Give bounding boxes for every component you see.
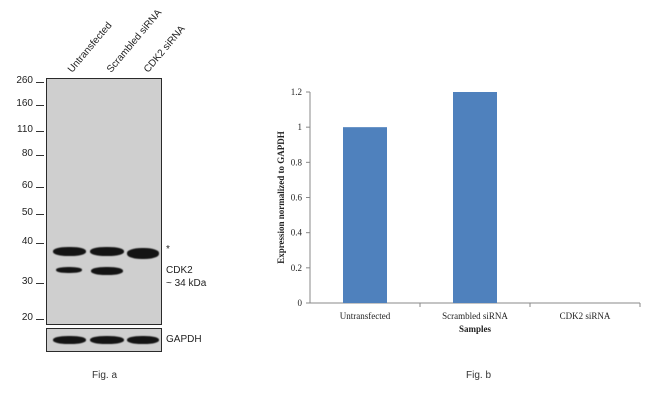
mw-tick <box>36 214 44 215</box>
mw-tick <box>36 105 44 106</box>
mw-tick <box>36 283 44 284</box>
cdk2-size-label: ~ 34 kDa <box>166 278 207 289</box>
mw-marker-260: 260 <box>16 75 33 86</box>
x-tick-label: Untransfected <box>340 311 391 321</box>
expression-bar-chart: 0 0.2 0.4 0.6 0.8 1 1.2 Untransfected Scrambled … <box>276 87 641 334</box>
blot-main-panel <box>46 78 162 325</box>
bar-untransfected <box>343 127 387 303</box>
mw-tick <box>36 243 44 244</box>
mw-tick <box>36 187 44 188</box>
western-blot-figure: Untransfected Scrambled siRNA CDK2 siRNA… <box>0 0 230 406</box>
y-tick-label: 0.6 <box>291 193 303 203</box>
mw-marker-80: 80 <box>21 148 33 159</box>
y-tick-label: 0 <box>298 298 303 308</box>
y-tick-label: 0.8 <box>291 157 303 167</box>
y-tick-label: 1 <box>298 122 303 132</box>
asterisk-label: * <box>166 244 170 255</box>
x-tick-label: CDK2 siRNA <box>560 311 611 321</box>
band-gapdh-lane2 <box>90 336 124 344</box>
mw-marker-160: 160 <box>16 98 33 109</box>
mw-tick <box>36 319 44 320</box>
mw-marker-20: 20 <box>21 312 33 323</box>
band-nonspecific-lane1 <box>53 247 86 256</box>
mw-marker-40: 40 <box>21 236 33 247</box>
mw-tick <box>36 155 44 156</box>
y-tick-label: 0.4 <box>291 228 303 238</box>
band-gapdh-lane3 <box>127 336 159 344</box>
bar-scrambled-sirna <box>453 92 497 303</box>
figure-b-caption: Fig. b <box>466 370 492 381</box>
y-axis-title: Expression normalized to GAPDH <box>276 131 286 264</box>
band-nonspecific-lane3 <box>127 248 159 259</box>
cdk2-label: CDK2 <box>166 265 193 276</box>
mw-marker-60: 60 <box>21 180 33 191</box>
mw-marker-30: 30 <box>21 276 33 287</box>
band-cdk2-lane1 <box>56 267 82 273</box>
blot-gapdh-panel <box>46 328 162 352</box>
mw-marker-110: 110 <box>17 124 33 135</box>
x-tick-label: Scrambled siRNA <box>442 311 508 321</box>
y-tick-label: 0.2 <box>291 263 302 273</box>
mw-tick <box>36 131 44 132</box>
mw-marker-50: 50 <box>21 207 33 218</box>
band-nonspecific-lane2 <box>90 247 124 256</box>
band-cdk2-lane2 <box>91 267 123 275</box>
y-tick-label: 1.2 <box>291 87 302 97</box>
band-gapdh-lane1 <box>53 336 86 344</box>
x-axis-title: Samples <box>459 324 492 334</box>
gapdh-label: GAPDH <box>166 334 202 345</box>
figure-a-caption: Fig. a <box>92 370 118 381</box>
mw-tick <box>36 82 44 83</box>
